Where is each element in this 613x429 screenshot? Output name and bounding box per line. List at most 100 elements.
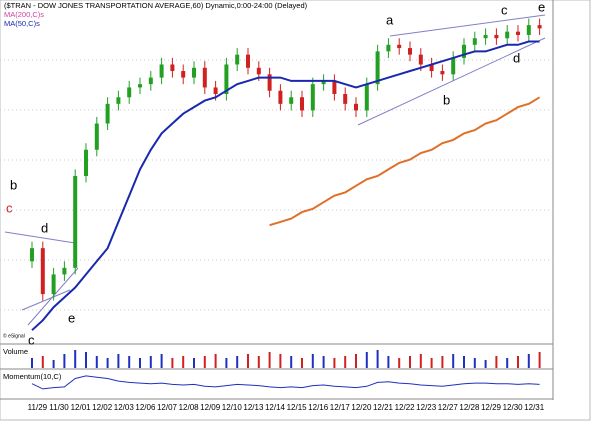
volume-bar: [355, 354, 357, 368]
ma-line: [269, 96, 541, 227]
volume-bar: [279, 354, 282, 368]
volume-bar: [63, 354, 66, 368]
annotation: b: [443, 92, 450, 107]
x-tick-label: 12/06: [135, 403, 156, 412]
volume-bar: [365, 352, 368, 368]
volume-bar: [214, 354, 217, 368]
candle-body: [148, 77, 153, 85]
candle-body: [354, 103, 358, 111]
candle-body: [397, 44, 402, 49]
volume-bar: [117, 354, 120, 368]
x-tick-label: 12/23: [416, 403, 437, 412]
candle-body: [408, 48, 412, 55]
x-tick-label: 12/01: [71, 403, 92, 412]
volume-bar: [376, 350, 379, 368]
x-tick-label: 12/16: [308, 403, 329, 412]
candle-body: [246, 54, 250, 68]
candle-body: [516, 31, 520, 35]
candle-body: [364, 84, 369, 111]
ma-line: [31, 40, 540, 331]
candle-body: [224, 64, 229, 94]
legend-entry: MA(50,C)s: [4, 19, 40, 28]
x-tick-label: 12/09: [200, 403, 221, 412]
candle-body: [526, 25, 531, 35]
volume-bar: [484, 360, 487, 368]
candle-body: [462, 44, 466, 58]
candle-body: [505, 31, 510, 39]
candle-body: [202, 67, 207, 88]
grid-decoration: [0, 59, 553, 311]
annotation: e: [68, 310, 75, 325]
volume-bar: [430, 358, 433, 368]
candle-body: [321, 80, 326, 85]
annotation: c: [6, 200, 13, 215]
x-tick-label: 12/13: [243, 403, 264, 412]
x-tick-label: 12/14: [265, 403, 286, 412]
volume-bar: [247, 354, 249, 368]
volume-bar: [344, 356, 347, 368]
volume-bar: [311, 354, 314, 368]
volume-bar: [409, 356, 411, 368]
x-tick-label: 11/30: [49, 403, 69, 412]
volume-bar: [398, 358, 401, 368]
annotation: d: [513, 50, 520, 65]
volume-bar: [517, 356, 519, 368]
x-tick-label: 12/15: [287, 403, 308, 412]
candle-body: [310, 84, 315, 111]
annotation: e: [538, 0, 545, 14]
volume-bar: [31, 358, 33, 368]
candle-body: [94, 123, 99, 150]
x-tick-label: 12/27: [438, 403, 459, 412]
x-tick-label: 11/29: [28, 403, 48, 412]
x-tick-label: 12/07: [157, 403, 178, 412]
panel-label: Volume: [3, 347, 28, 356]
volume-bar: [495, 356, 498, 368]
x-tick-label: 12/30: [503, 403, 524, 412]
x-tick-label: 12/08: [179, 403, 200, 412]
candle-body: [537, 25, 542, 29]
candle-body: [30, 248, 34, 262]
candle-body: [300, 97, 304, 111]
x-tick-label: 12/31: [524, 403, 545, 412]
volume-bar: [149, 356, 152, 368]
x-tick-label: 12/29: [481, 403, 502, 412]
volume-bar: [419, 354, 422, 368]
x-tick-label: 12/22: [395, 403, 416, 412]
candle-body: [235, 54, 240, 65]
x-tick-label: 12/10: [222, 403, 243, 412]
panel-label: Momentum(10,C): [3, 372, 62, 381]
x-tick-label: 12/21: [373, 403, 394, 412]
candle-body: [289, 97, 294, 104]
candle-body: [418, 54, 423, 65]
volume-bar: [236, 356, 239, 368]
volume-bar: [52, 360, 55, 368]
volume-bar: [538, 352, 541, 368]
candle-body: [138, 84, 142, 88]
candle-body: [332, 80, 337, 94]
volume-bar: [322, 356, 325, 368]
volume-bar: [203, 356, 206, 368]
candle-body: [40, 248, 45, 295]
legend-entry: MA(200,C)s: [4, 10, 44, 19]
annotation: d: [41, 220, 48, 235]
volume-bar: [527, 354, 530, 368]
x-tick-label: 12/03: [114, 403, 135, 412]
candle-body: [429, 64, 434, 72]
volume-bar: [333, 358, 336, 368]
volume-bar: [85, 352, 87, 368]
volume-bar: [506, 358, 509, 368]
candle-body: [51, 274, 56, 295]
volume-bar: [463, 356, 465, 368]
volume-bar: [257, 356, 260, 368]
volume-bar: [171, 358, 174, 368]
candle-body: [494, 34, 499, 39]
volume-bar: [182, 356, 185, 368]
candle-body: [472, 38, 477, 45]
candle-body: [181, 71, 186, 78]
annotation: c: [28, 332, 35, 347]
volume-bar: [268, 352, 271, 368]
candle-body: [105, 103, 110, 124]
volume-bar: [74, 350, 77, 368]
candle-body: [343, 94, 348, 104]
